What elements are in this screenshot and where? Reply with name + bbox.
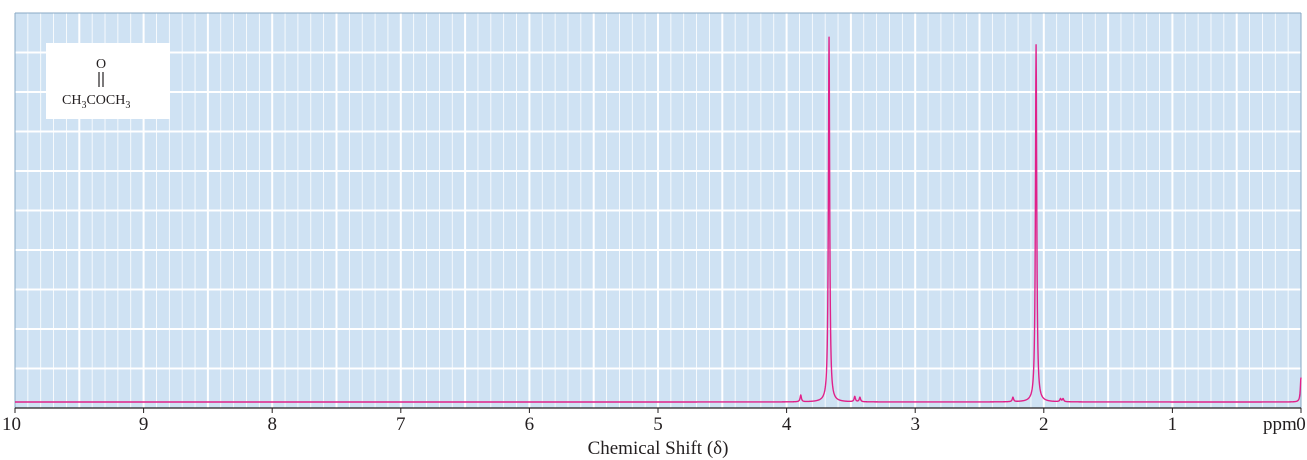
x-axis-tick-label: 2: [1039, 414, 1049, 435]
formula-subscript-2: 3: [125, 100, 130, 111]
spectrum-trace: [14, 36, 1302, 403]
x-axis-tick-label: 7: [396, 414, 406, 435]
x-axis-tick-label: 10: [2, 414, 21, 435]
structure-formula: CH3COCH3: [62, 93, 130, 111]
x-axis-title: Chemical Shift (δ): [588, 438, 729, 459]
x-axis-tick-label: 1: [1168, 414, 1178, 435]
structure-label-box: O CH3COCH3: [46, 43, 170, 119]
formula-ch-part: CH: [62, 93, 81, 108]
formula-subscript-1: 3: [81, 100, 86, 111]
x-axis-tick-label: 3: [910, 414, 920, 435]
structure-box-background: [46, 43, 170, 119]
x-axis-tick-label: 9: [139, 414, 149, 435]
structure-oxygen-label: O: [96, 57, 106, 72]
x-axis-tick-label: 4: [782, 414, 792, 435]
formula-coch-part: COCH: [86, 93, 125, 108]
grid-lines: [15, 13, 1301, 408]
x-axis-ticks: 10 9 8 7 6 5 4 3 2 1 0: [2, 408, 1306, 435]
x-axis-tick-label: 5: [653, 414, 663, 435]
x-axis-tick-label: 8: [267, 414, 277, 435]
x-axis-tick-label: 0: [1296, 414, 1306, 435]
x-axis-unit: ppm: [1263, 414, 1297, 435]
x-axis-tick-label: 6: [525, 414, 535, 435]
